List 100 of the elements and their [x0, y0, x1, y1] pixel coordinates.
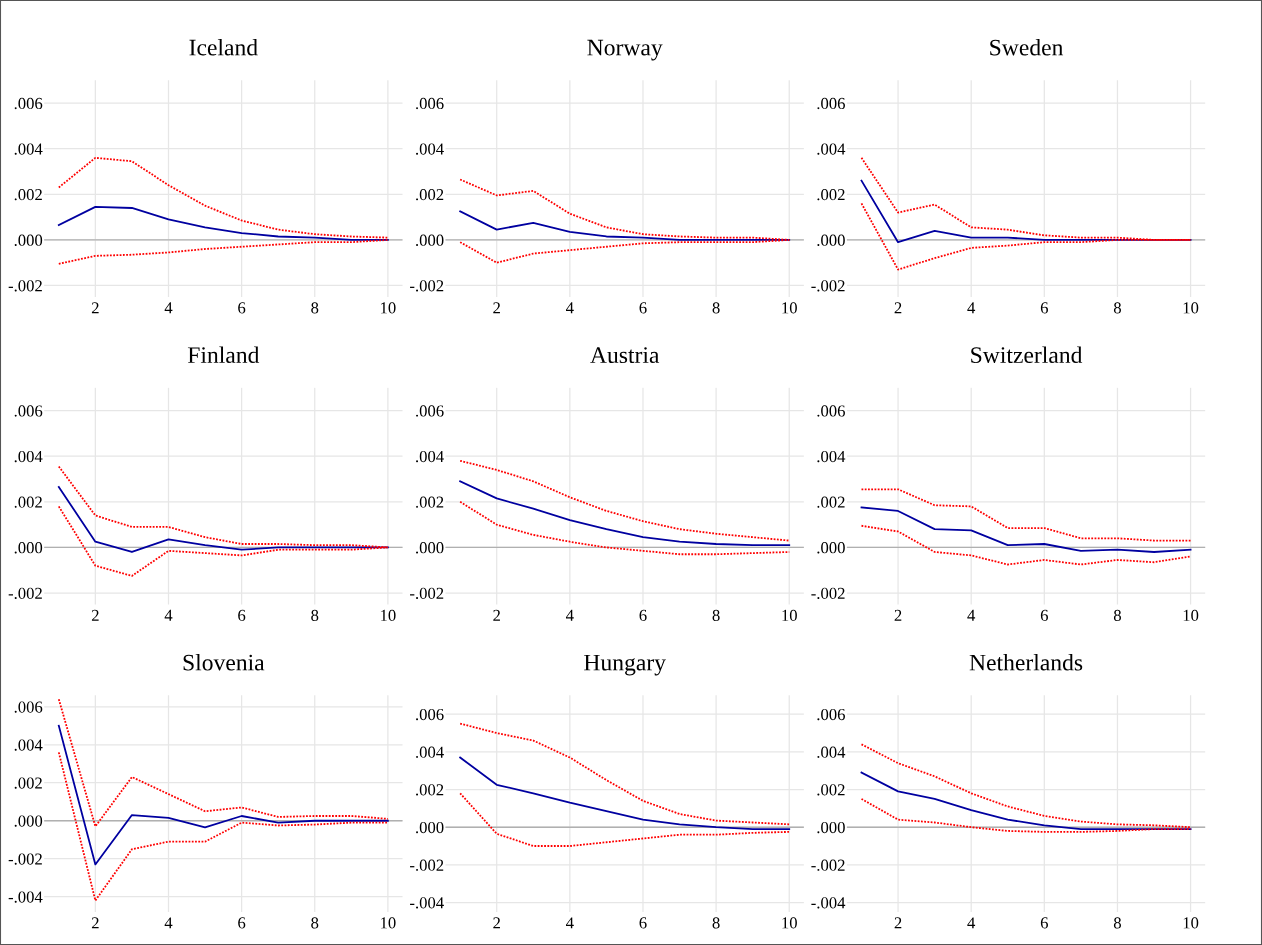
x-tick-label: 4 — [164, 609, 173, 621]
y-tick-label: .000 — [14, 815, 43, 827]
y-tick-label: -.004 — [8, 891, 43, 903]
y-tick-label: .004 — [14, 739, 43, 751]
x-tick-label: 8 — [712, 302, 720, 314]
y-tick-label: -.002 — [8, 587, 42, 600]
y-tick-label: .002 — [14, 777, 42, 789]
y-tick-label: .000 — [14, 542, 43, 554]
y-tick-label: .006 — [817, 97, 845, 110]
x-tick-label: 6 — [238, 609, 246, 621]
x-tick-label: 10 — [782, 302, 797, 314]
x-tick-label: 8 — [311, 302, 319, 314]
y-tick-label: .004 — [817, 143, 846, 155]
x-tick-label: 6 — [639, 302, 647, 314]
y-tick-label: .004 — [14, 143, 43, 155]
x-tick-label: 8 — [712, 609, 720, 621]
chart-title: Switzerland — [971, 346, 1083, 364]
x-tick-label: 4 — [967, 917, 976, 929]
x-tick-label: 2 — [91, 609, 99, 621]
x-tick-label: 10 — [782, 609, 797, 621]
x-tick-label: 2 — [894, 917, 902, 929]
x-tick-label: 2 — [894, 609, 902, 621]
x-tick-label: 4 — [566, 917, 574, 929]
y-tick-label: .006 — [14, 97, 43, 110]
y-tick-label: .000 — [416, 821, 444, 834]
y-tick-label: .002 — [416, 496, 444, 508]
y-tick-label: .000 — [14, 234, 43, 246]
y-tick-label: .004 — [416, 746, 444, 758]
y-tick-label: .006 — [14, 405, 43, 417]
x-tick-label: 8 — [1113, 302, 1121, 314]
chart-title: Netherlands — [969, 653, 1083, 671]
x-tick-label: 10 — [1183, 302, 1199, 314]
y-tick-label: .002 — [416, 784, 444, 796]
y-tick-label: .000 — [416, 234, 444, 246]
x-tick-label: 2 — [894, 302, 902, 314]
y-tick-label: .006 — [817, 405, 845, 417]
y-tick-label: .006 — [416, 708, 444, 721]
chart-title: Norway — [587, 39, 663, 61]
x-tick-label: 2 — [91, 917, 99, 929]
y-tick-label: .006 — [416, 405, 444, 417]
chart-title: Iceland — [189, 38, 258, 56]
y-tick-label: .000 — [817, 234, 845, 246]
y-tick-label: .006 — [14, 701, 43, 713]
x-tick-label: 4 — [164, 302, 173, 314]
chart-title: Slovenia — [183, 653, 265, 671]
y-tick-label: .004 — [817, 450, 846, 463]
x-tick-label: 2 — [493, 609, 500, 621]
y-tick-label: .004 — [14, 450, 43, 463]
chart-title: Sweden — [990, 38, 1064, 56]
x-tick-label: 8 — [712, 917, 720, 929]
x-tick-label: 6 — [238, 302, 246, 314]
x-tick-label: 10 — [381, 302, 396, 314]
x-tick-label: 8 — [1113, 917, 1121, 929]
chart-title: Finland — [187, 346, 260, 364]
y-tick-label: .002 — [817, 784, 845, 796]
y-tick-label: -.002 — [811, 587, 845, 600]
x-tick-label: 10 — [1183, 917, 1199, 929]
y-tick-label: .000 — [817, 821, 845, 834]
x-tick-label: 4 — [967, 302, 976, 314]
x-tick-label: 6 — [639, 917, 647, 929]
y-tick-label: .004 — [817, 746, 846, 758]
y-tick-label: .002 — [817, 189, 845, 201]
y-tick-label: -.002 — [410, 859, 444, 871]
y-tick-label: .002 — [14, 189, 42, 201]
x-tick-label: 2 — [91, 302, 99, 314]
x-tick-label: 4 — [566, 302, 574, 314]
y-tick-label: -.002 — [8, 280, 42, 292]
x-tick-label: 2 — [493, 302, 500, 314]
y-tick-label: .002 — [416, 189, 444, 201]
y-tick-label: .006 — [817, 708, 845, 721]
x-tick-label: 6 — [1040, 302, 1048, 314]
x-tick-label: 8 — [1113, 609, 1121, 621]
x-tick-label: 2 — [493, 917, 500, 929]
y-tick-label: .002 — [817, 496, 845, 508]
y-tick-label: -.004 — [410, 897, 444, 909]
y-tick-label: -.002 — [8, 853, 42, 865]
y-tick-label: .000 — [416, 542, 444, 554]
x-tick-label: 10 — [381, 917, 396, 929]
x-tick-label: 6 — [1040, 917, 1048, 929]
y-tick-label: -.002 — [811, 280, 845, 292]
x-tick-label: 10 — [1183, 609, 1199, 621]
y-tick-label: .004 — [416, 450, 444, 463]
x-tick-label: 6 — [639, 609, 647, 621]
x-tick-label: 10 — [782, 917, 797, 929]
y-tick-label: .002 — [14, 496, 42, 508]
y-tick-label: -.002 — [410, 587, 444, 600]
x-tick-label: 4 — [566, 609, 574, 621]
y-tick-label: -.002 — [811, 859, 845, 871]
y-tick-label: .006 — [416, 97, 444, 110]
x-tick-label: 8 — [311, 609, 319, 621]
x-tick-label: 4 — [164, 917, 173, 929]
chart-title: Hungary — [584, 654, 666, 676]
chart-title: Austria — [590, 347, 660, 364]
x-tick-label: 4 — [967, 609, 976, 621]
y-tick-label: -.004 — [811, 897, 846, 909]
x-tick-label: 6 — [1040, 609, 1048, 621]
y-tick-label: .004 — [416, 143, 444, 155]
y-tick-label: -.002 — [410, 280, 444, 292]
x-tick-label: 8 — [311, 917, 319, 929]
x-tick-label: 6 — [238, 917, 246, 929]
